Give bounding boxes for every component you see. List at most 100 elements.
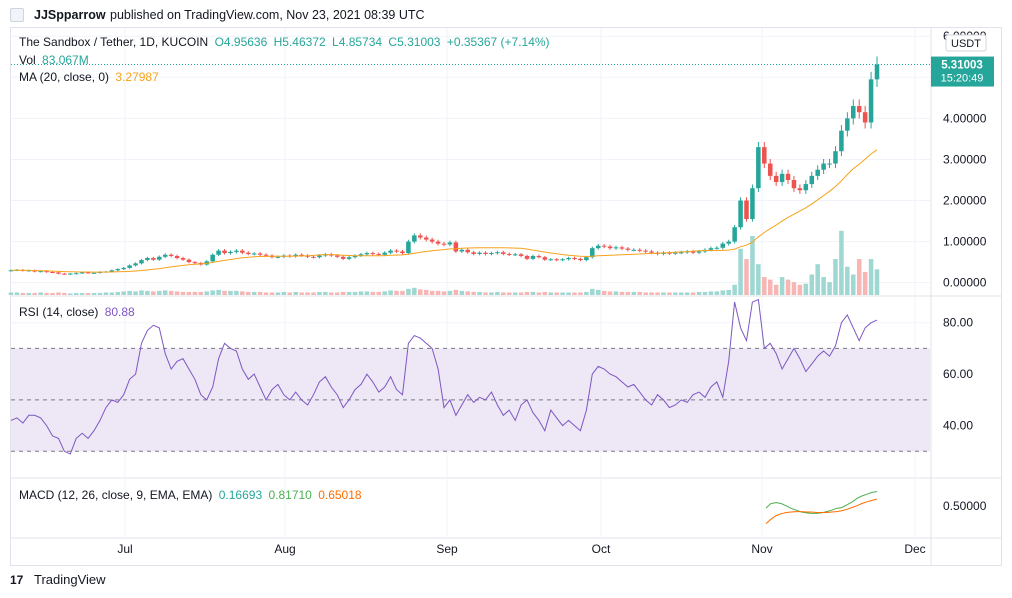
volume-bar: [465, 291, 470, 295]
candle-body: [62, 273, 67, 275]
volume-bar: [548, 292, 554, 295]
candle-body: [720, 243, 726, 248]
footer-brand[interactable]: TradingView: [34, 572, 106, 587]
candle-body: [340, 256, 346, 259]
candle-body: [619, 247, 625, 249]
candle-body: [518, 254, 524, 256]
macd-line: [765, 491, 878, 514]
volume-bar: [275, 292, 281, 295]
volume-bar: [210, 290, 215, 295]
candle-body: [334, 255, 340, 257]
rsi-tick-label: 80.00: [943, 316, 973, 330]
candle-body: [168, 254, 174, 256]
candle-body: [572, 258, 577, 260]
volume-bar: [240, 291, 245, 295]
candle-body: [139, 260, 144, 264]
candle-body: [649, 251, 654, 253]
candle-body: [275, 256, 281, 258]
volume-bar: [269, 292, 275, 295]
author-name[interactable]: JJSpparrow: [34, 8, 106, 22]
symbol-label[interactable]: The Sandbox / Tether, 1D, KUCOIN: [19, 35, 209, 49]
candle-body: [180, 258, 186, 260]
candle-body: [756, 147, 761, 189]
volume-bar: [833, 259, 838, 295]
volume-bar: [394, 290, 399, 295]
volume-bar: [572, 292, 577, 295]
candle-body: [240, 250, 245, 253]
volume-bar: [673, 292, 678, 295]
volume-bar: [234, 290, 239, 295]
candle-body: [590, 248, 595, 258]
candle-body: [121, 267, 126, 270]
candle-body: [228, 251, 233, 254]
candle-body: [56, 272, 61, 274]
ohlc-close: C5.31003: [388, 35, 441, 49]
x-tick-label: Sep: [436, 542, 458, 556]
volume-bar: [85, 292, 91, 295]
volume-bar: [815, 264, 820, 295]
rsi-tick-label: 40.00: [943, 419, 973, 433]
volume-bar: [459, 290, 465, 295]
volume-label[interactable]: Vol: [19, 53, 36, 67]
tradingview-logo-icon[interactable]: 17: [10, 573, 24, 587]
candle-body: [382, 252, 387, 255]
rsi-label[interactable]: RSI (14, close): [19, 305, 99, 319]
volume-bar: [44, 292, 49, 295]
volume-bar: [26, 292, 32, 295]
volume-bar: [103, 292, 109, 295]
candle-body: [708, 248, 714, 250]
volume-bar: [204, 291, 210, 295]
volume-bar: [851, 274, 856, 295]
candle-body: [210, 254, 215, 262]
volume-bar: [773, 284, 779, 295]
volume-bar: [744, 259, 749, 295]
candle-body: [50, 271, 55, 273]
volume-bar: [696, 291, 702, 295]
candle-body: [263, 254, 269, 256]
volume-bar: [412, 287, 417, 295]
candle-body: [726, 241, 731, 244]
candle-body: [601, 245, 607, 247]
ma-label[interactable]: MA (20, close, 0): [19, 70, 110, 84]
volume-bar: [661, 292, 666, 295]
volume-bar: [406, 288, 411, 295]
volume-bar: [756, 264, 761, 295]
candle-body: [779, 173, 785, 183]
volume-bar: [56, 292, 61, 295]
candle-body: [157, 256, 162, 260]
candle-body: [293, 254, 298, 257]
candle-body: [809, 175, 815, 185]
candle-body: [839, 130, 844, 152]
candle-body: [554, 259, 559, 261]
volume-bar: [245, 291, 251, 295]
candle-body: [73, 273, 79, 275]
candle-body: [483, 252, 488, 254]
volume-bar: [192, 291, 198, 295]
candle-body: [370, 253, 376, 255]
y-tick-label: 4.00000: [943, 111, 987, 125]
candle-body: [512, 254, 518, 256]
candle-body: [643, 250, 648, 252]
volume-bar: [222, 290, 227, 295]
candle-body: [358, 254, 364, 256]
avatar[interactable]: [10, 8, 24, 22]
macd-label[interactable]: MACD (12, 26, close, 9, EMA, EMA): [19, 488, 213, 502]
macd-legend: MACD (12, 26, close, 9, EMA, EMA) 0.1669…: [19, 488, 365, 502]
macd-tick-label: 0.50000: [943, 499, 987, 513]
volume-bar: [162, 290, 168, 295]
volume-bar: [637, 291, 643, 295]
rsi-legend: RSI (14, close) 80.88: [19, 305, 138, 319]
volume-bar: [346, 291, 352, 295]
candle-body: [133, 263, 138, 266]
y-tick-label: 1.00000: [943, 235, 987, 249]
volume-bar: [388, 290, 393, 295]
candle-body: [364, 253, 370, 255]
x-tick-label: Aug: [274, 542, 295, 556]
candle-body: [68, 273, 73, 275]
candle-body: [506, 253, 512, 255]
volume-bar: [257, 291, 263, 295]
candle-body: [388, 250, 393, 253]
volume-bar: [690, 292, 696, 295]
currency-label: USDT: [951, 38, 981, 50]
